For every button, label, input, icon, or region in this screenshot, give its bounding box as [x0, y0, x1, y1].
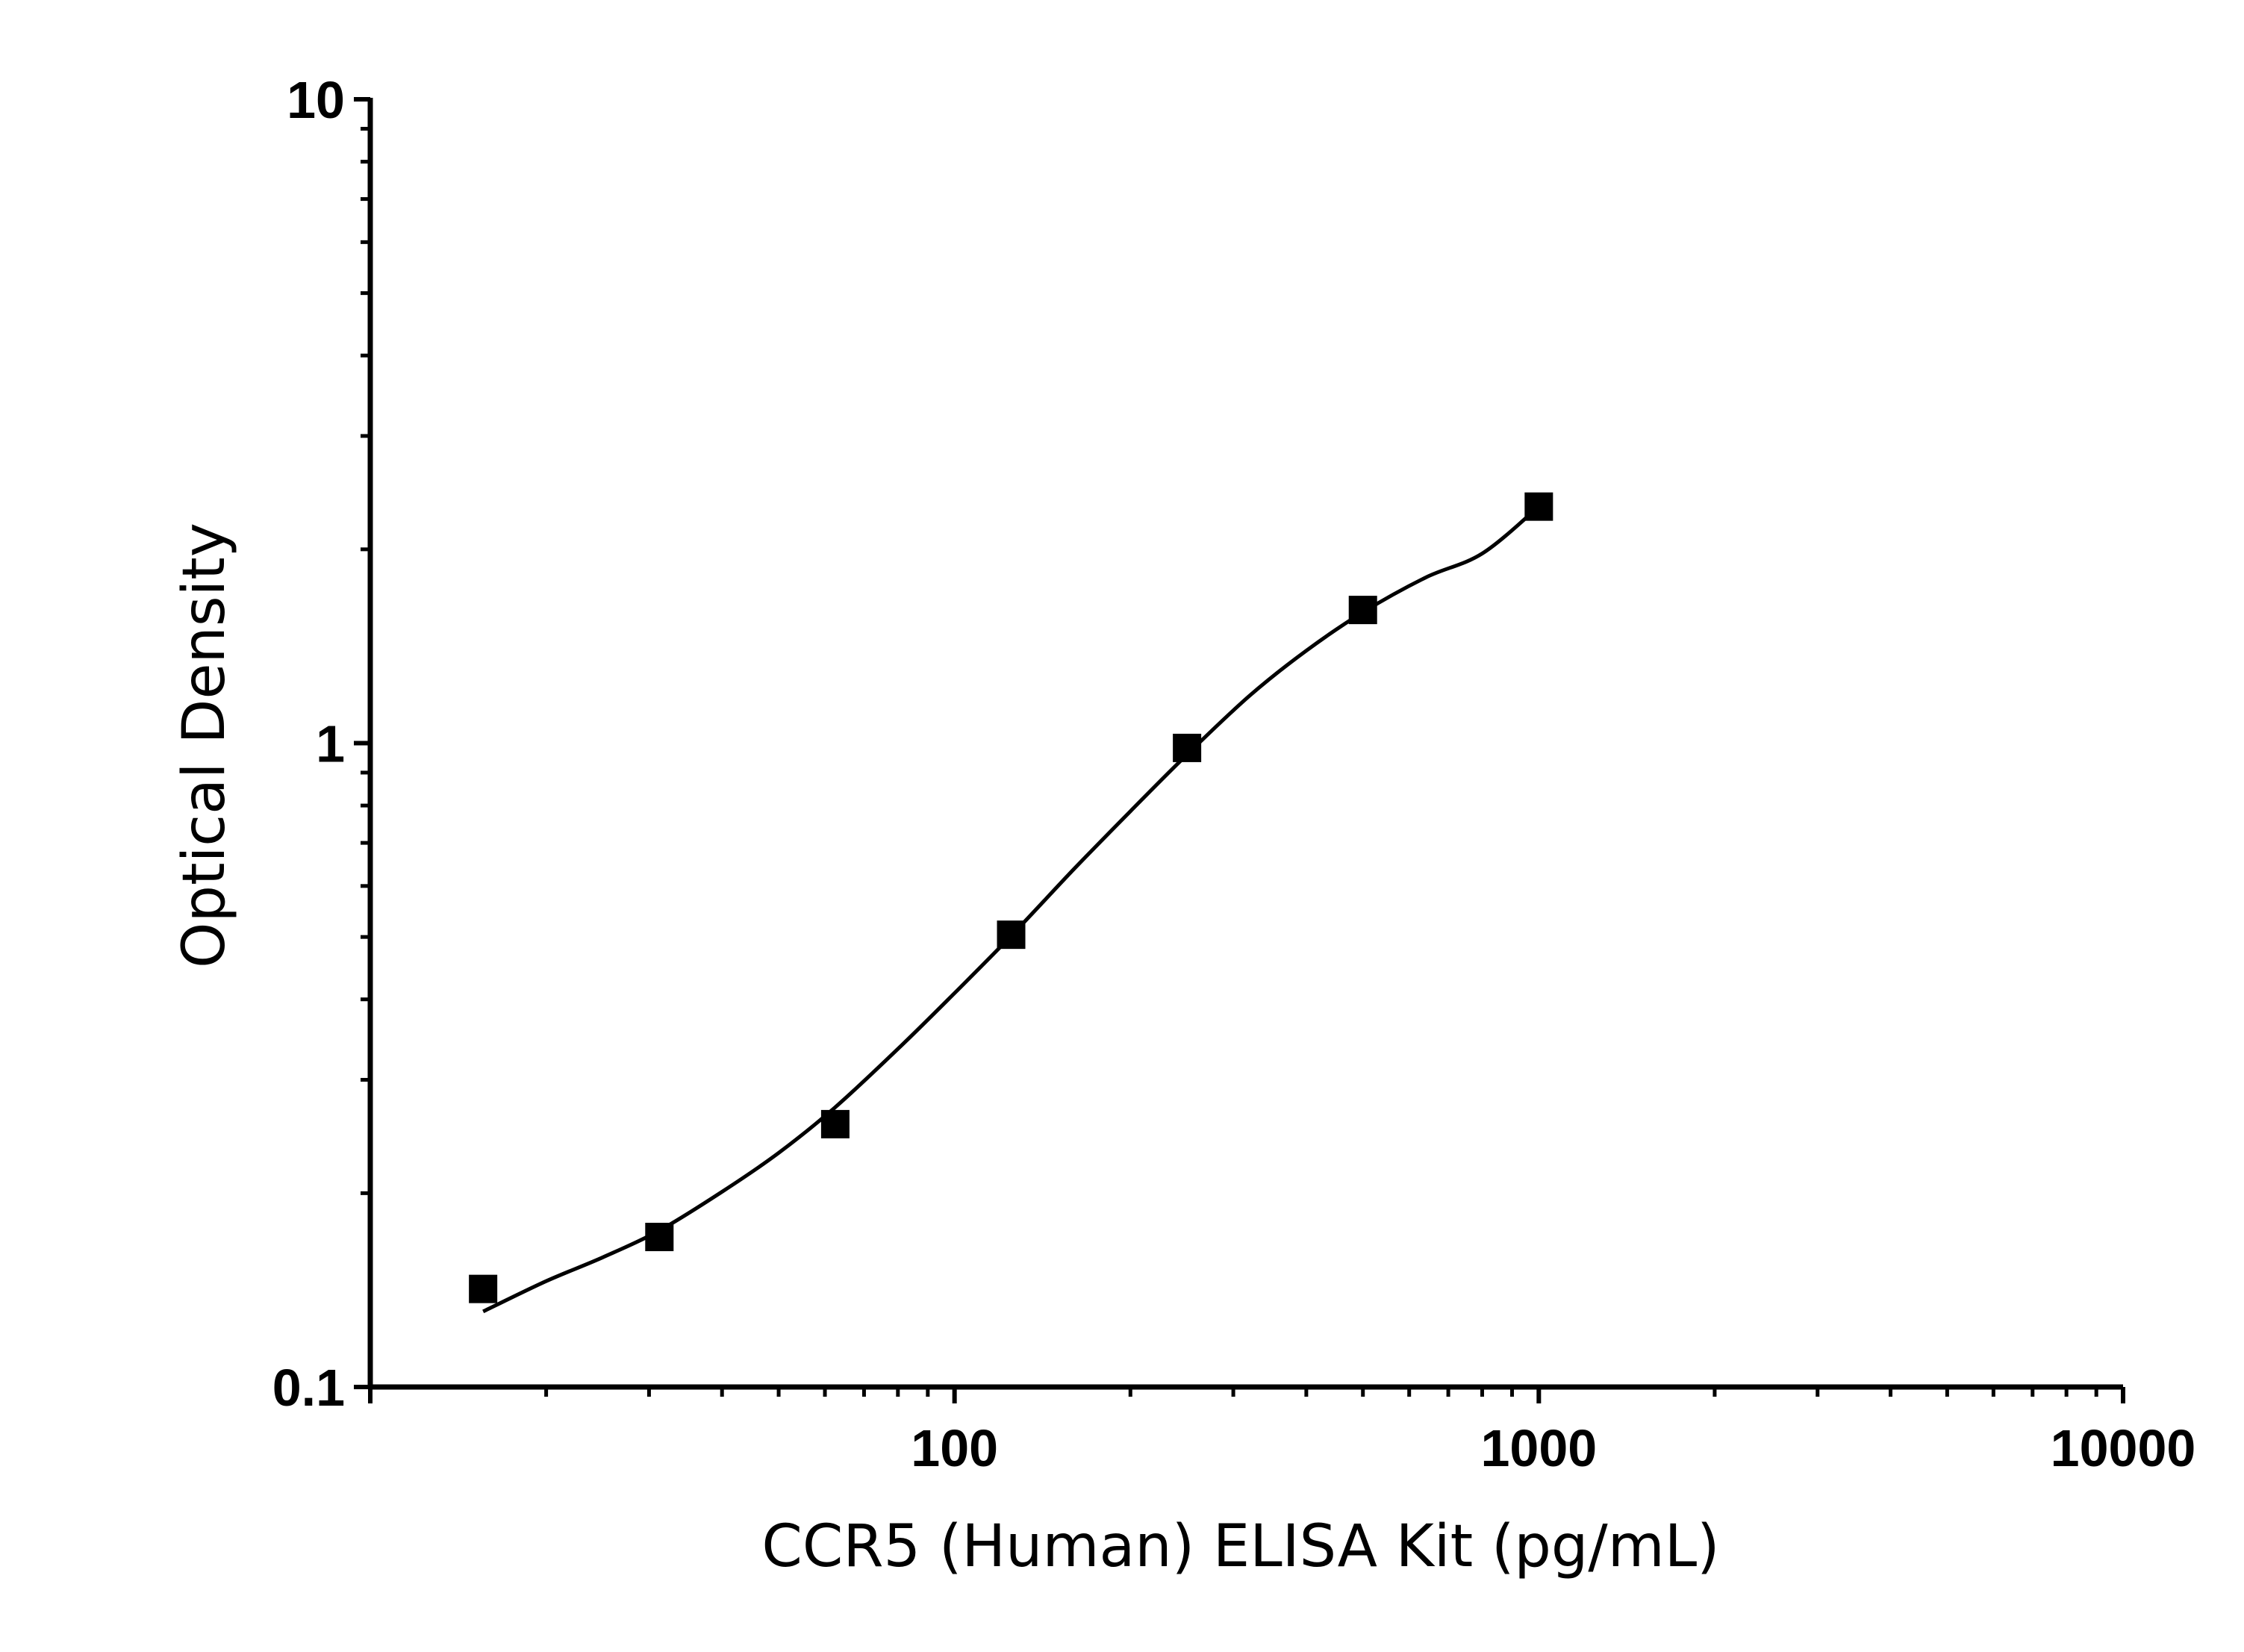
data-point	[1524, 492, 1553, 521]
tick-labels: 100 1000 10000 0.1 1 10	[272, 71, 2196, 1477]
axes	[367, 98, 2123, 1390]
data-point	[1173, 733, 1202, 762]
ticks	[354, 97, 2125, 1403]
x-axis-title: CCR5 (Human) ELISA Kit (pg/mL)	[761, 1513, 1719, 1580]
data-point	[1348, 596, 1377, 625]
y-tick-label-1: 1	[316, 715, 345, 773]
data-point	[820, 1109, 850, 1138]
fit-curve	[482, 505, 1540, 1314]
data-points	[469, 492, 1553, 1303]
x-tick-label-10000: 10000	[2051, 1419, 2196, 1477]
data-point	[997, 920, 1026, 950]
y-tick-label-0.1: 0.1	[272, 1359, 345, 1417]
y-tick-label-10: 10	[287, 71, 345, 129]
x-tick-label-100: 100	[911, 1419, 998, 1477]
data-point	[469, 1274, 498, 1303]
data-point	[645, 1223, 674, 1252]
y-axis-title: Optical Density	[171, 523, 238, 968]
x-tick-label-1000: 1000	[1480, 1419, 1597, 1477]
